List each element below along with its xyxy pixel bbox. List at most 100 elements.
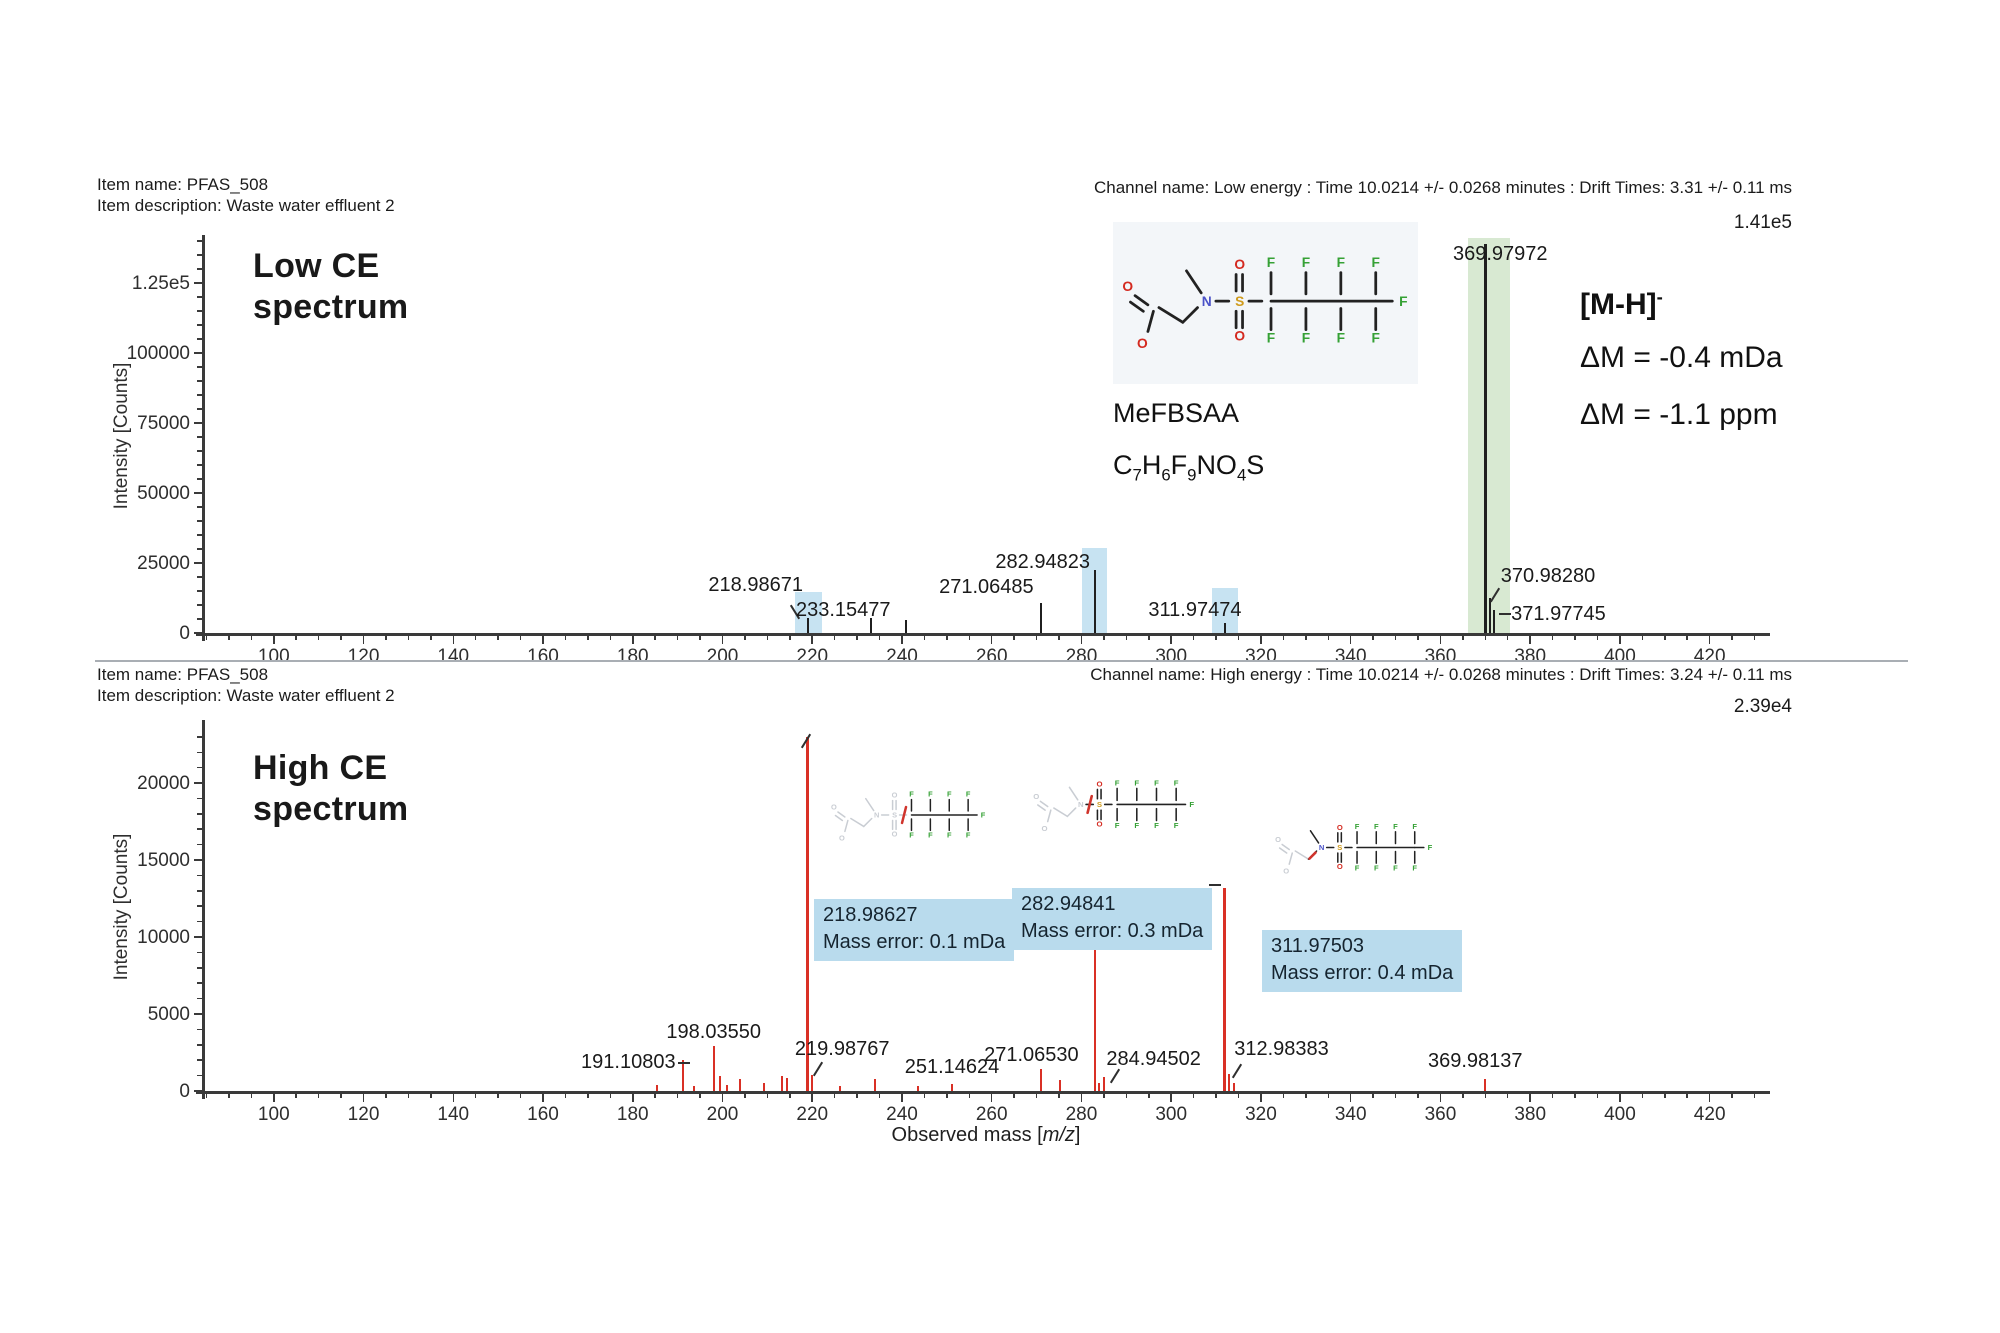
- x-minor-tick: [1664, 1093, 1666, 1098]
- peak-label: 218.98671: [708, 574, 803, 596]
- x-tick-label: 380: [1514, 1104, 1547, 1125]
- y-minor-tick: [197, 828, 202, 830]
- x-major-tick: [1260, 1093, 1262, 1102]
- x-minor-tick: [609, 1093, 612, 1098]
- peak-label: 370.98280: [1500, 565, 1596, 587]
- x-major-tick: [811, 635, 813, 644]
- y-tick-label: 75000: [137, 412, 190, 434]
- x-minor-tick: [833, 635, 836, 640]
- x-minor-tick: [564, 1093, 567, 1098]
- spectrum-peak: [739, 1078, 741, 1091]
- x-minor-tick: [1192, 635, 1195, 640]
- x-minor-tick: [856, 1093, 858, 1098]
- x-minor-tick: [654, 1093, 656, 1098]
- svg-text:F: F: [909, 790, 914, 799]
- x-minor-tick: [1462, 635, 1464, 640]
- peak-label: 271.06485: [939, 576, 1034, 598]
- y-minor-tick: [197, 1044, 202, 1046]
- spectrum-peak: [1223, 622, 1226, 633]
- y-minor-tick: [197, 797, 202, 800]
- mass-error-mda: ΔM = -0.4 mDa: [1580, 341, 1783, 374]
- x-tick-label: 400: [1604, 1104, 1636, 1125]
- top-max-intensity-readout: 1.41e5: [1733, 212, 1792, 233]
- peak-callout-dash: [677, 1062, 690, 1064]
- x-minor-tick: [340, 635, 342, 640]
- peak-label: 312.98383: [1234, 1038, 1329, 1060]
- x-minor-tick: [430, 635, 432, 640]
- y-minor-tick: [197, 766, 202, 769]
- x-major-tick: [1529, 635, 1531, 644]
- svg-text:S: S: [892, 810, 897, 819]
- fragment-structure-c4f9: O O N S O O F F F F F F F F F: [826, 780, 991, 852]
- x-minor-tick: [1035, 1093, 1038, 1098]
- y-minor-tick: [197, 874, 202, 877]
- svg-text:F: F: [1154, 778, 1159, 787]
- y-minor-tick: [197, 296, 202, 298]
- x-minor-tick: [878, 635, 881, 640]
- y-minor-tick: [197, 366, 202, 368]
- x-axis-title-pre: Observed mass [: [891, 1124, 1043, 1146]
- y-tick-label: 0: [179, 1081, 190, 1102]
- x-minor-tick: [856, 635, 858, 640]
- svg-text:O: O: [839, 833, 845, 842]
- x-axis: [196, 633, 1770, 636]
- y-major-tick: [194, 422, 202, 424]
- low-ce-title: Low CE spectrum: [253, 246, 408, 328]
- y-tick-label: 1.25e5: [131, 272, 190, 294]
- x-minor-tick: [1215, 1093, 1217, 1098]
- y-minor-tick: [197, 268, 202, 270]
- spectrum-peak: [1097, 1082, 1100, 1091]
- x-minor-tick: [1484, 635, 1487, 640]
- spectrum-peak: [1058, 1080, 1061, 1091]
- x-minor-tick: [744, 1093, 746, 1098]
- spectrum-peak: [718, 1076, 721, 1091]
- x-minor-tick: [1686, 635, 1688, 640]
- svg-text:F: F: [1134, 821, 1139, 830]
- x-minor-tick: [968, 1093, 971, 1098]
- svg-text:F: F: [1267, 331, 1275, 346]
- svg-text:S: S: [1097, 800, 1102, 809]
- x-minor-tick: [474, 635, 477, 640]
- x-minor-tick: [1596, 1093, 1599, 1098]
- svg-text:F: F: [1372, 331, 1380, 346]
- x-major-tick: [362, 635, 365, 644]
- svg-text:O: O: [1122, 279, 1133, 294]
- peak-label: 282.94823: [995, 551, 1090, 573]
- y-minor-tick: [197, 982, 202, 984]
- y-tick-label: 25000: [137, 552, 190, 574]
- y-minor-tick: [197, 1074, 202, 1077]
- x-minor-tick: [1282, 1093, 1285, 1098]
- spectrum-peak: [1484, 1078, 1487, 1091]
- fragment-structure-c4f9so2nch3: O O N S O O F F F F F F F F F: [1270, 812, 1438, 885]
- spectrum-peak: [806, 618, 809, 633]
- x-major-tick: [542, 1093, 544, 1102]
- x-major-tick: [1619, 635, 1621, 644]
- y-major-tick: [194, 492, 202, 494]
- x-minor-tick: [295, 1093, 297, 1098]
- x-tick-label: 200: [706, 1104, 739, 1125]
- x-minor-tick: [1641, 635, 1644, 640]
- y-tick-label: 5000: [147, 1004, 190, 1025]
- x-minor-tick: [789, 1093, 791, 1098]
- x-minor-tick: [946, 635, 948, 640]
- bottom-max-intensity-readout: 2.39e4: [1733, 696, 1792, 717]
- y-minor-tick: [197, 905, 202, 907]
- fragment-structure-c4f9so2: O O N S O O F F F F F F F F F: [1028, 768, 1200, 843]
- x-minor-tick: [1506, 1093, 1509, 1098]
- x-major-tick: [811, 1093, 813, 1102]
- spectrum-peak: [763, 1082, 766, 1091]
- y-axis: [202, 235, 205, 641]
- svg-text:F: F: [966, 790, 971, 799]
- spectrum-peak: [1102, 1077, 1105, 1091]
- y-tick-label: 10000: [137, 927, 190, 949]
- svg-text:N: N: [874, 810, 879, 819]
- x-minor-tick: [1058, 635, 1060, 640]
- x-minor-tick: [833, 1093, 836, 1098]
- y-major-tick: [194, 936, 202, 938]
- x-major-tick: [542, 635, 544, 644]
- top-item-name: Item name: PFAS_508: [97, 175, 269, 194]
- y-tick-label: 15000: [137, 850, 190, 872]
- x-minor-tick: [1506, 635, 1509, 640]
- x-major-tick: [1529, 1093, 1531, 1102]
- x-minor-tick: [1484, 1093, 1487, 1098]
